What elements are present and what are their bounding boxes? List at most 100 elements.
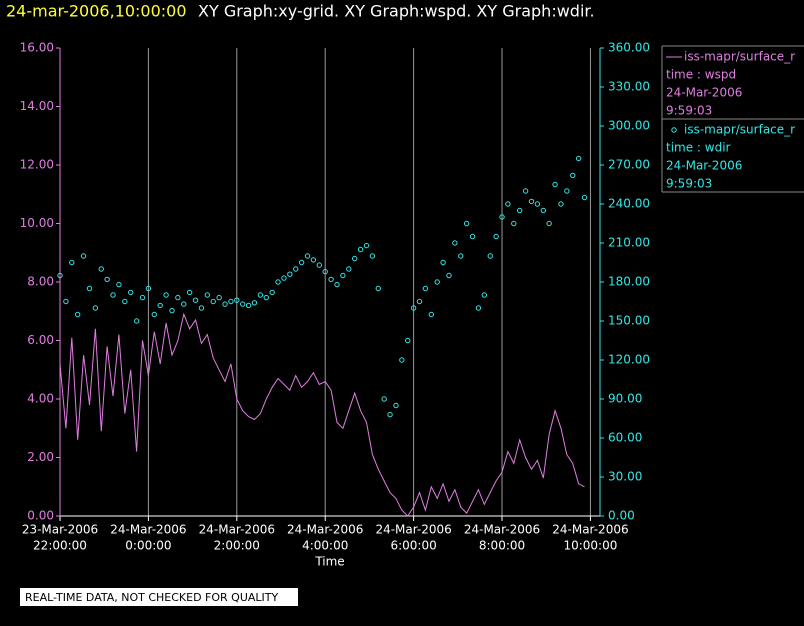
wdir-point <box>428 311 434 318</box>
y2-tick-label: 120.00 <box>608 353 650 367</box>
legend-detail: time : wdir <box>666 141 731 155</box>
x-tick-label: 8:00:00 <box>479 539 525 553</box>
wdir-point <box>175 294 181 301</box>
legend-detail: 9:59:03 <box>666 104 712 118</box>
wdir-point <box>198 305 205 311</box>
wdir-point <box>204 292 211 298</box>
y-tick-label: 10.00 <box>20 216 54 230</box>
wdir-point <box>104 276 110 283</box>
wdir-point <box>375 285 381 292</box>
wdir-point <box>86 285 93 292</box>
y2-tick-label: 210.00 <box>608 236 650 250</box>
y2-tick-label: 180.00 <box>608 275 650 289</box>
wdir-point <box>122 298 128 305</box>
wdir-point <box>534 201 541 207</box>
wdir-point <box>234 297 240 303</box>
wdir-point <box>216 294 222 301</box>
wdir-point <box>298 259 305 266</box>
wdir-point <box>151 311 157 318</box>
wdir-point <box>487 253 493 259</box>
y-tick-label: 8.00 <box>27 275 54 289</box>
wdir-point <box>458 253 464 259</box>
x-tick-label: 24-Mar-2006 <box>375 523 451 537</box>
wdir-point <box>269 289 275 296</box>
legend-swatch <box>671 127 677 133</box>
wdir-point <box>80 253 87 259</box>
note-box <box>20 588 298 606</box>
legend-label: iss-mapr/surface_r <box>684 123 795 137</box>
wdir-point <box>387 411 393 418</box>
wdir-point <box>192 297 199 303</box>
wdir-point <box>516 207 523 214</box>
wdir-point <box>169 307 175 314</box>
wdir-point <box>145 285 152 292</box>
wdir-point <box>287 271 293 277</box>
wdir-point <box>316 262 323 268</box>
y-tick-label: 12.00 <box>20 158 54 172</box>
wdir-point <box>92 305 99 311</box>
wdir-point <box>552 181 558 188</box>
wdir-point <box>133 318 140 324</box>
wdir-point <box>257 292 264 298</box>
wdir-point <box>381 396 387 402</box>
y-tick-label: 6.00 <box>27 333 54 347</box>
wdir-point <box>181 301 187 307</box>
wdir-point <box>222 301 228 307</box>
x-tick-label: 24-Mar-2006 <box>552 523 628 537</box>
wdir-point <box>74 311 81 318</box>
wdir-point <box>322 268 328 275</box>
y-tick-label: 0.00 <box>27 509 54 523</box>
wdir-point <box>69 259 75 266</box>
wdir-point <box>186 289 193 296</box>
wdir-point <box>540 207 546 214</box>
wdir-point <box>281 275 287 281</box>
y-tick-label: 14.00 <box>20 99 54 113</box>
wdir-point <box>157 302 163 309</box>
wdir-point <box>251 300 258 306</box>
y2-tick-label: 240.00 <box>608 197 650 211</box>
wdir-point <box>434 279 440 285</box>
wdir-point <box>304 253 311 259</box>
wdir-point <box>399 357 405 363</box>
y-tick-label: 16.00 <box>20 41 54 55</box>
wdir-point <box>346 266 352 272</box>
wdir-point <box>446 272 452 279</box>
wdir-point <box>410 305 417 311</box>
wdir-point <box>511 220 517 227</box>
y-tick-label: 2.00 <box>27 450 54 464</box>
wdir-point <box>405 337 411 344</box>
x-tick-label: 6:00:00 <box>390 539 436 553</box>
wdir-point <box>558 201 564 207</box>
y2-tick-label: 300.00 <box>608 119 650 133</box>
y2-tick-label: 360.00 <box>608 41 650 55</box>
y2-tick-label: 330.00 <box>608 80 650 94</box>
x-axis-label: Time <box>314 555 344 569</box>
wdir-point <box>475 305 482 311</box>
wdir-point <box>505 201 511 207</box>
wdir-point <box>369 253 376 259</box>
wdir-point <box>139 294 146 301</box>
x-tick-label: 24-Mar-2006 <box>287 523 363 537</box>
wdir-point <box>340 272 346 279</box>
wdir-point <box>240 301 246 307</box>
wdir-point <box>116 281 122 288</box>
wdir-point <box>163 292 169 298</box>
wdir-point <box>469 233 476 240</box>
y2-tick-label: 90.00 <box>608 392 642 406</box>
x-tick-label: 24-Mar-2006 <box>464 523 540 537</box>
legend-detail: time : wspd <box>666 68 736 82</box>
wdir-point <box>528 198 535 205</box>
wdir-point <box>328 276 334 283</box>
wdir-point <box>351 255 358 262</box>
title-time: 24-mar-2006,10:00:00 <box>6 2 187 21</box>
title-graphs: XY Graph:xy-grid. XY Graph:wspd. XY Grap… <box>198 2 595 21</box>
wdir-point <box>110 292 116 298</box>
wdir-point <box>522 188 529 194</box>
wdir-point <box>499 214 505 220</box>
wspd-line <box>59 312 585 517</box>
wdir-point <box>422 285 429 292</box>
x-tick-label: 24-Mar-2006 <box>199 523 275 537</box>
y2-tick-label: 60.00 <box>608 431 642 445</box>
wdir-point <box>581 194 588 201</box>
